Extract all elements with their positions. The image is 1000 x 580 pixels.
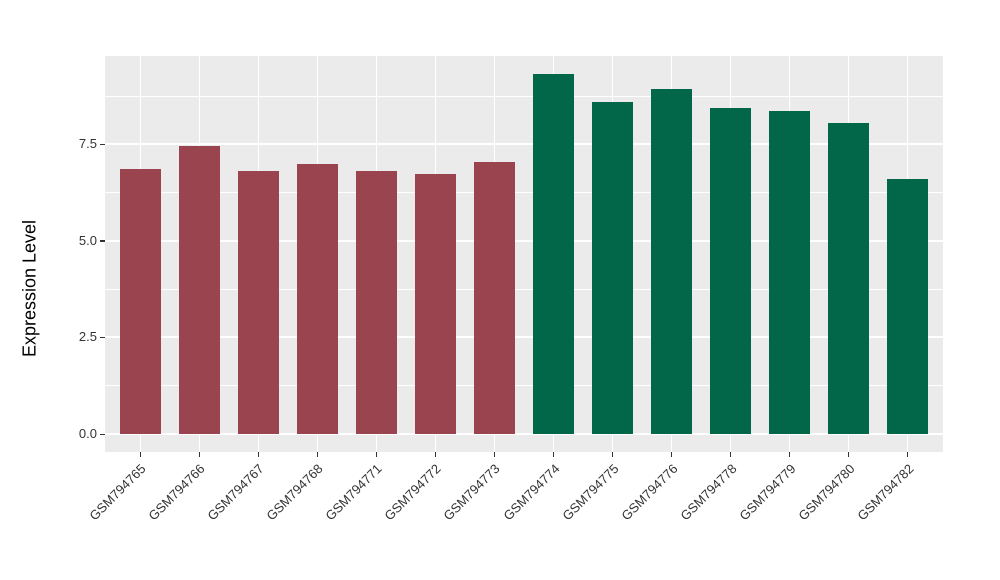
y-axis-title-text: Expression Level [19,219,40,358]
x-tick-mark [788,452,791,457]
x-tick-label: GSM794780 [794,461,858,524]
bar-GSM794778 [709,107,752,434]
x-tick-label: GSM794782 [853,461,917,524]
bar-GSM794779 [768,111,811,434]
x-tick-label: GSM794766 [145,461,209,524]
minor-gridline [105,95,943,97]
y-tick-mark [100,433,105,435]
x-tick-label: GSM794767 [204,461,268,524]
y-tick-label: 5.0 [78,232,97,248]
bar-GSM794775 [591,101,634,434]
y-tick-mark [100,240,105,242]
x-tick-mark [552,452,555,457]
x-tick-mark [316,452,319,457]
major-gridline [105,433,943,435]
bar-GSM794766 [178,146,221,434]
x-tick-mark [729,452,732,457]
minor-gridline [105,192,943,194]
x-tick-mark [257,452,260,457]
x-tick-mark [611,452,614,457]
x-tick-mark [906,452,909,457]
x-tick-label: GSM794771 [322,461,386,524]
x-tick-label: GSM794768 [263,461,327,524]
y-tick-label: 0.0 [78,426,97,441]
major-gridline [105,336,943,339]
x-tick-label: GSM794776 [617,461,681,524]
y-tick-label: 7.5 [78,136,97,152]
x-tick-label: GSM794772 [381,461,445,524]
bar-GSM794767 [237,170,280,434]
y-tick-mark [100,143,105,145]
x-tick-mark [375,452,378,457]
plot-panel [105,56,943,452]
x-tick-label: GSM794779 [735,461,799,524]
x-tick-label: GSM794773 [440,461,504,524]
x-tick-mark [847,452,850,457]
y-tick-mark [100,336,105,339]
y-tick-label: 2.5 [78,329,97,345]
bar-GSM794772 [414,174,457,434]
bar-GSM794768 [296,163,339,434]
bar-GSM794776 [650,89,693,434]
x-tick-mark [139,452,141,457]
x-tick-label: GSM794775 [558,461,622,524]
bar-GSM794782 [886,179,929,434]
bar-GSM794773 [473,162,516,434]
x-tick-mark [670,452,673,457]
x-tick-mark [434,452,437,457]
bar-GSM794774 [532,74,575,434]
x-tick-label: GSM794778 [676,461,740,524]
minor-gridline [105,385,943,387]
bar-GSM794771 [355,170,398,434]
x-tick-mark [493,452,496,457]
x-tick-label: GSM794765 [86,461,150,524]
major-gridline [105,239,943,242]
x-tick-mark [198,452,200,457]
bar-GSM794780 [827,123,870,434]
major-gridline [105,143,943,146]
x-tick-label: GSM794774 [499,461,563,524]
minor-gridline [105,288,943,290]
bar-GSM794765 [119,168,162,434]
